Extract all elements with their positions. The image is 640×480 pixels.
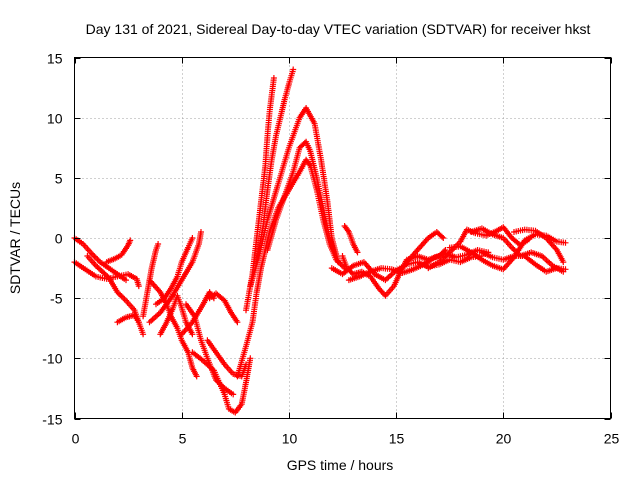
chart-title: Day 131 of 2021, Sidereal Day-to-day VTE… [86, 21, 591, 37]
y-tick-label: 15 [47, 51, 63, 67]
series-arc-9 [153, 235, 196, 308]
series-arc-29 [478, 249, 569, 275]
y-tick-label: 0 [55, 231, 63, 247]
y-tick-label: -15 [42, 412, 62, 428]
data-point-marks [341, 223, 361, 256]
x-tick-label: 10 [282, 431, 298, 447]
series-arc-19 [247, 105, 342, 290]
y-axis-ticks: -15 -10 -5 0 5 10 15 [42, 51, 611, 428]
data-point-marks [153, 235, 196, 308]
series-arc-6 [140, 241, 162, 320]
data-point-marks [140, 241, 162, 320]
series-arc-14 [189, 349, 254, 416]
data-point-marks [189, 349, 254, 416]
series-arc-20 [264, 138, 340, 259]
data-point-marks [328, 253, 485, 284]
x-axis-ticks: 0 5 10 15 20 25 [72, 57, 620, 447]
data-point-marks [247, 105, 342, 290]
series-arc-5 [114, 312, 147, 338]
data-point-marks [183, 301, 237, 398]
series-arc-12 [183, 301, 237, 398]
series-arc-22 [328, 253, 485, 284]
data-point-marks [103, 237, 134, 266]
data-point-marks [511, 226, 567, 266]
y-axis-label: SDTVAR / TECUs [7, 182, 23, 294]
series-arc-23 [341, 223, 361, 256]
y-tick-label: -5 [50, 291, 63, 307]
grid [74, 57, 611, 419]
series-arc-25 [403, 229, 447, 266]
series-arc-4 [103, 237, 134, 266]
x-tick-label: 0 [72, 431, 80, 447]
data-points [71, 66, 569, 416]
x-tick-label: 20 [496, 431, 512, 447]
series-arc-8 [146, 229, 204, 326]
data-point-marks [403, 229, 447, 266]
data-point-marks [146, 229, 204, 326]
y-tick-label: 10 [47, 111, 63, 127]
x-tick-label: 25 [604, 431, 620, 447]
series-arc-30 [511, 226, 567, 266]
series-arc-15 [206, 290, 241, 326]
data-point-marks [206, 290, 241, 326]
data-point-marks [264, 138, 340, 259]
data-point-marks [478, 249, 569, 275]
x-axis-label: GPS time / hours [287, 457, 394, 473]
data-point-marks [114, 312, 147, 338]
y-tick-label: -10 [42, 351, 62, 367]
x-tick-label: 5 [179, 431, 187, 447]
y-tick-label: 5 [55, 171, 63, 187]
x-tick-label: 15 [389, 431, 405, 447]
